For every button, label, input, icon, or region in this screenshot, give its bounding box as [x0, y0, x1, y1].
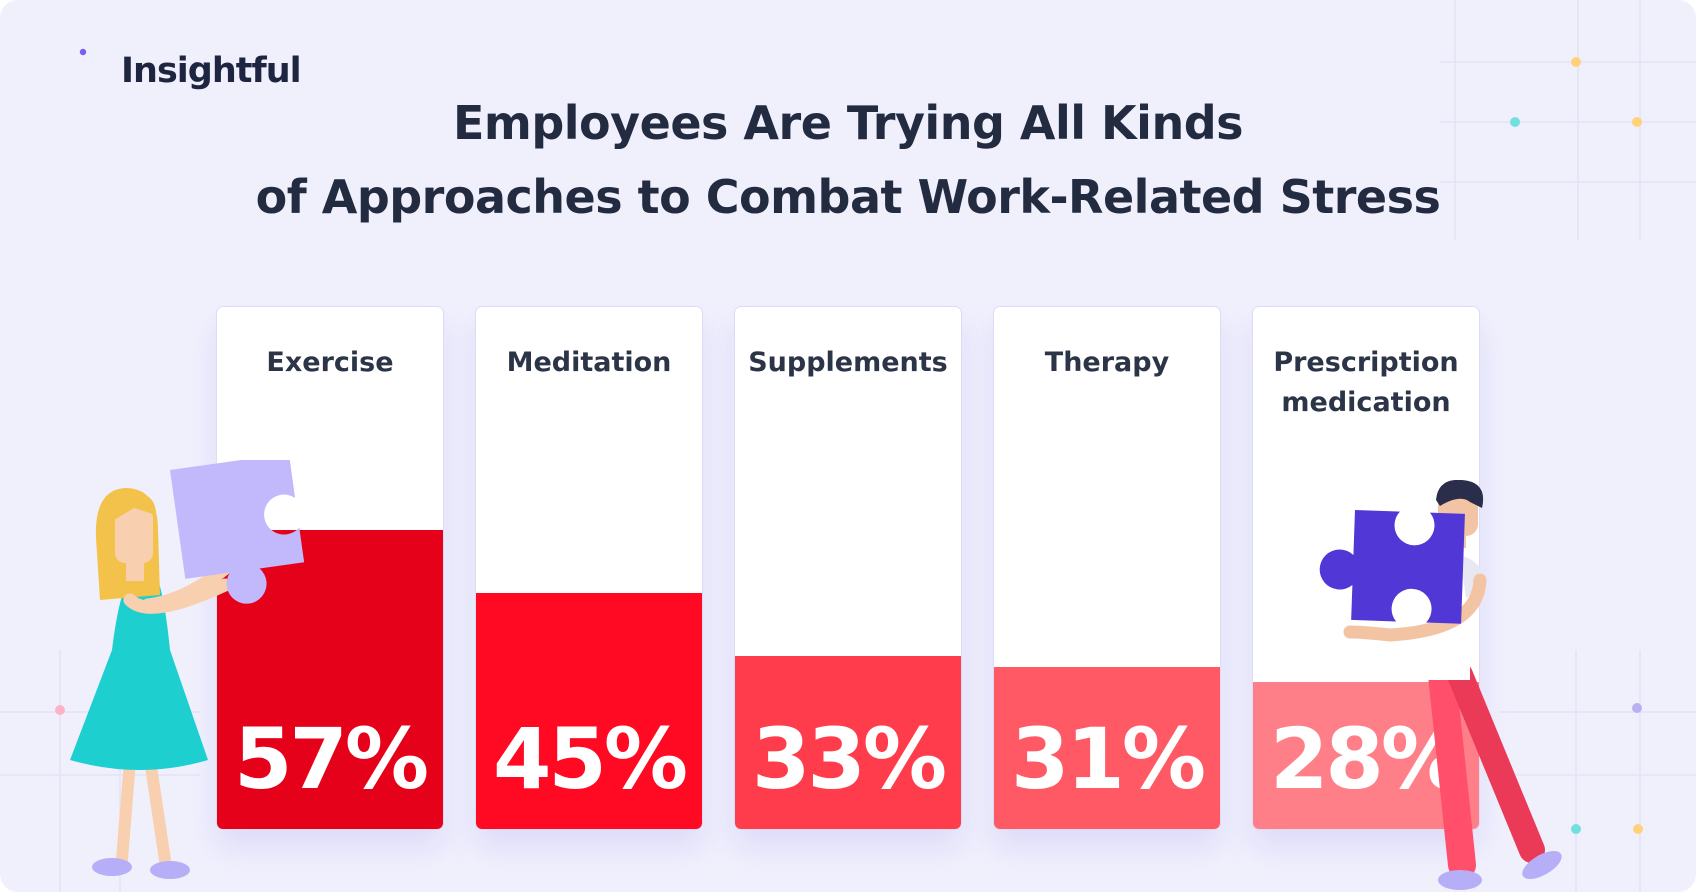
bar-card-meditation: Meditation 45%	[475, 306, 703, 830]
puzzle-piece-icon	[170, 460, 305, 604]
title-line-2: of Approaches to Combat Work-Related Str…	[255, 170, 1441, 224]
man-illustration	[1319, 480, 1562, 890]
bar	[994, 666, 1220, 829]
category-label-line: medication	[1281, 387, 1451, 418]
bar	[735, 656, 961, 829]
brand-logo[interactable]: Insightful	[55, 48, 302, 94]
data-label: 28%	[1269, 710, 1465, 808]
category-label: Supplements	[735, 343, 961, 383]
category-label-line: Meditation	[506, 347, 672, 378]
title-line-1: Employees Are Trying All Kinds	[453, 96, 1244, 150]
category-label: Meditation	[476, 343, 702, 383]
data-label: 45%	[492, 710, 688, 808]
data-label: 57%	[233, 710, 429, 808]
category-label-line: Exercise	[266, 347, 394, 378]
bar	[476, 593, 702, 829]
data-label: 31%	[1010, 710, 1206, 808]
data-label: 33%	[751, 710, 947, 808]
puzzle-piece-icon	[1319, 510, 1465, 624]
sound-wave-logo-icon	[56, 48, 110, 93]
category-label: Exercise	[217, 343, 443, 383]
category-label: Therapy	[994, 343, 1220, 383]
category-label-line: Therapy	[1044, 347, 1170, 378]
category-label-line: Supplements	[748, 347, 948, 378]
category-label-line: Prescription	[1273, 347, 1459, 378]
category-label: Prescription medication	[1253, 343, 1479, 423]
brand-name: Insightful	[121, 51, 302, 91]
woman-illustration	[70, 460, 305, 879]
bar-card-supplements: Supplements 33%	[734, 306, 962, 830]
bar-card-therapy: Therapy 31%	[993, 306, 1221, 830]
chart-title: Employees Are Trying All Kinds of Approa…	[0, 86, 1696, 234]
